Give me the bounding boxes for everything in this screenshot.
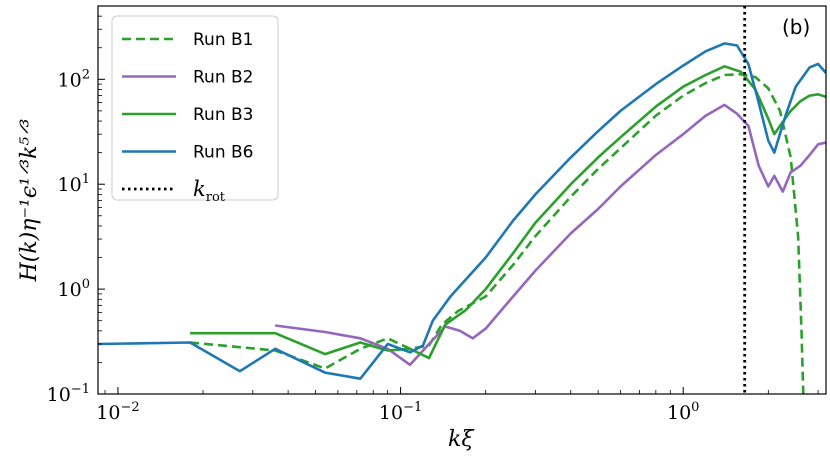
y-tick-label: 100	[58, 277, 90, 301]
plot-frame	[97, 5, 827, 395]
legend: Run B1 Run B2 Run B3 Run B6 krot	[111, 15, 279, 205]
legend-entry-run-b6: Run B6	[122, 143, 253, 163]
y-tick-label: 101	[58, 172, 90, 196]
legend-label: Run B1	[193, 30, 253, 50]
x-axis-title-main: k	[448, 427, 461, 452]
series-line-run-b1	[189, 72, 805, 394]
panel-label: (b)	[782, 15, 810, 39]
x-axis-title-sub: ξ	[461, 427, 475, 452]
x-tick-label: 10−1	[379, 400, 422, 424]
legend-entry-run-b2: Run B2	[122, 68, 253, 88]
legend-box	[111, 15, 279, 201]
series-line-run-b6	[98, 42, 826, 380]
series-layer	[98, 42, 826, 394]
legend-entry-run-b3: Run B3	[122, 105, 253, 125]
legend-label: Run B6	[193, 143, 253, 163]
legend-entry-run-b1: Run B1	[122, 30, 253, 50]
legend-label: Run B3	[193, 105, 253, 125]
x-tick-label: 10−2	[96, 400, 139, 424]
y-axis-title: H(k)η⁻¹ϵ¹ᐟ³k⁵ᐟ³	[17, 119, 42, 283]
x-axis-title: kξ	[448, 427, 475, 452]
legend-label: krot	[193, 177, 226, 205]
legend-entry-k-rot: krot	[122, 177, 226, 205]
legend-label: Run B2	[193, 68, 253, 88]
y-tick-label: 10−1	[47, 382, 90, 406]
legend-entries: Run B1 Run B2 Run B3 Run B6 krot	[122, 30, 253, 205]
x-tick-label: 100	[667, 400, 699, 424]
svg-text:kξ: kξ	[448, 427, 475, 452]
y-tick-label: 102	[58, 67, 90, 91]
series-line-run-b2	[275, 103, 826, 367]
